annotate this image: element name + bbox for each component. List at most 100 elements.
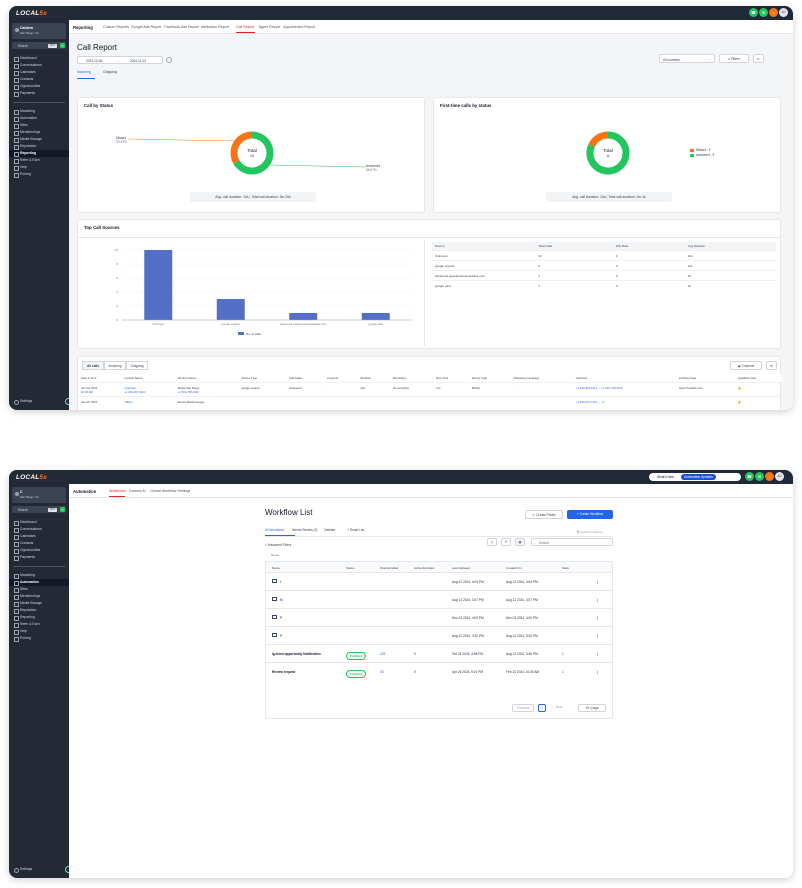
tab-all-calls[interactable]: All calls xyxy=(82,361,104,370)
workflow-name[interactable]: P xyxy=(280,616,283,620)
tab-global-workflow-settings[interactable]: Global Workflow Settings xyxy=(150,489,191,493)
sidebar-settings[interactable]: Settings xyxy=(13,399,33,405)
date-range-picker[interactable]: 2024-10-06 → 2024-11-03 xyxy=(77,56,163,64)
column-header[interactable]: Recording xyxy=(389,374,433,383)
history-button[interactable]: ◷ xyxy=(487,538,497,546)
more-options-icon[interactable]: ⋮ xyxy=(596,652,600,656)
donut-slice-answered[interactable] xyxy=(233,131,274,175)
phone-icon[interactable]: ☎ xyxy=(749,8,758,17)
column-header[interactable]: Call Flow xyxy=(572,374,676,383)
sidebar-settings[interactable]: Settings xyxy=(13,867,33,873)
qualified-lead-cell[interactable]: 👍 xyxy=(734,382,782,397)
filters-button[interactable]: ≡ Filters xyxy=(719,54,749,63)
column-header-name[interactable]: Name xyxy=(272,565,281,570)
table-row[interactable]: Ig-tered opportunity Notification Publish… xyxy=(266,644,612,662)
sidebar-item-reputation[interactable]: Reputation xyxy=(9,143,69,150)
workflow-name[interactable]: Ig-tered opportunity Notification xyxy=(272,652,321,656)
column-header[interactable]: Call Status xyxy=(286,374,325,383)
column-header[interactable]: Landing Page xyxy=(675,374,735,383)
column-header-status[interactable]: Status xyxy=(346,565,355,570)
column-header[interactable]: Source Type xyxy=(238,374,287,383)
bell-icon[interactable]: ♪ xyxy=(765,472,774,481)
column-header-total-enrolled[interactable]: Total Enrolled xyxy=(380,565,399,570)
workflow-name[interactable]: 1 xyxy=(280,580,282,584)
workflow-name[interactable]: P xyxy=(280,634,283,638)
sidebar-item-automation[interactable]: Automation xyxy=(9,578,69,586)
bar-unknown[interactable] xyxy=(144,250,173,320)
column-header[interactable]: First Time xyxy=(432,374,469,383)
sidebar-item-conversations[interactable]: Conversations xyxy=(9,526,69,533)
workflow-name[interactable]: Review request xyxy=(272,670,296,674)
bar-google-paid[interactable] xyxy=(361,313,390,320)
prev-page-button[interactable]: Previous xyxy=(512,704,534,712)
column-header[interactable]: Contact Name xyxy=(121,374,175,383)
bar-google-organic[interactable] xyxy=(216,299,245,320)
columns-button[interactable]: ▦ Columns xyxy=(730,361,762,370)
megaphone-icon[interactable]: ✉ xyxy=(759,8,768,17)
quick-add-button[interactable]: + xyxy=(60,42,65,48)
phone-icon[interactable]: ☎ xyxy=(745,472,754,481)
more-options-icon[interactable]: ⋮ xyxy=(596,616,600,620)
column-header[interactable]: Duration xyxy=(357,374,390,383)
sidebar-item-reporting[interactable]: Reporting xyxy=(9,614,69,621)
tab-incoming[interactable]: Incoming xyxy=(104,361,126,370)
grid-view-button[interactable]: ▦ xyxy=(515,538,525,546)
sidebar-item-calendars[interactable]: Calendars xyxy=(9,533,69,540)
sidebar-item-media-storage[interactable]: Media Storage xyxy=(9,600,69,607)
sidebar-item-marketing[interactable]: Marketing xyxy=(9,108,69,115)
sidebar-item-contacts[interactable]: Contacts xyxy=(9,540,69,547)
sidebar-item-porting[interactable]: Porting xyxy=(9,635,69,642)
table-row[interactable]: P Aug 12 2024, 3:32 PM Aug 12 2024, 3:32 P… xyxy=(266,626,612,644)
sidebar-item-marketing[interactable]: Marketing xyxy=(9,572,69,579)
total-enrolled[interactable]: 33 xyxy=(380,670,384,674)
sidebar-item-memberships[interactable]: Memberships xyxy=(9,593,69,600)
sidebar-item-help[interactable]: Help xyxy=(9,164,69,171)
column-header[interactable]: Number Name xyxy=(174,374,239,383)
column-header[interactable]: Keyword xyxy=(324,374,358,383)
sidebar-search[interactable]: Search ctrl K + xyxy=(12,506,66,513)
sidebar-item-payments[interactable]: Payments xyxy=(9,554,69,561)
stats[interactable]: 1 xyxy=(562,670,564,674)
sidebar-item-dashboard[interactable]: Dashboard xyxy=(9,519,69,526)
donut-slice-missed[interactable] xyxy=(230,131,253,164)
sidebar-item-dashboard[interactable]: Dashboard xyxy=(9,55,69,62)
tab-google-ads-report[interactable]: Google Ads Report xyxy=(131,25,162,29)
smart-list-button[interactable]: + Smart List xyxy=(347,528,365,532)
create-folder-button[interactable]: ▭ Create Folder xyxy=(525,510,563,519)
number-filter-select[interactable]: All numbers ⌄ xyxy=(659,54,715,63)
column-header-stats[interactable]: Stats xyxy=(562,565,569,570)
tab-all-workflows[interactable]: All Workflows xyxy=(265,528,285,532)
sidebar-item-porting[interactable]: Porting xyxy=(9,171,69,178)
sidebar-item-help[interactable]: Help xyxy=(9,628,69,635)
avatar[interactable]: AJ xyxy=(779,8,788,17)
sidebar-item-opportunities[interactable]: Opportunities xyxy=(9,83,69,90)
more-options-icon[interactable]: ⋮ xyxy=(596,598,600,602)
column-header-last-updated[interactable]: Last Updated xyxy=(452,565,470,570)
sidebar-item-reporting[interactable]: Reporting xyxy=(9,149,69,157)
quick-add-button[interactable]: + xyxy=(60,506,65,512)
bell-icon[interactable]: ♪ xyxy=(769,8,778,17)
table-row[interactable]: Review request Published 33 0 Apr 25 2024, 5… xyxy=(266,662,612,680)
table-row[interactable]: Jan 30, 2025 10:00 AM Unknown +1 619-367-41… xyxy=(78,382,782,397)
tab-needs-review-0[interactable]: Needs Review (0) xyxy=(292,528,318,532)
tab-agent-report[interactable]: Agent Report xyxy=(258,25,280,29)
stats[interactable]: 1 xyxy=(562,652,564,656)
more-options-icon[interactable]: ⋮ xyxy=(596,670,600,674)
donut-slice-answered[interactable] xyxy=(586,131,630,175)
tab-facebook-ads-report[interactable]: Facebook Ads Report xyxy=(164,25,199,29)
tab-deleted[interactable]: Deleted xyxy=(324,528,336,532)
bar-advanced-organicpartnerwebsite-com[interactable] xyxy=(289,313,318,320)
column-header[interactable]: Date & Time xyxy=(78,374,122,383)
tab-outgoing[interactable]: Outgoing xyxy=(103,70,117,74)
sidebar-item-refer-earn[interactable]: Refer & Earn xyxy=(9,157,69,164)
sidebar-item-automation[interactable]: Automation xyxy=(9,115,69,122)
workflow-search-input[interactable]: ⌕ Search xyxy=(531,538,613,546)
sidebar-item-reputation[interactable]: Reputation xyxy=(9,607,69,614)
total-enrolled[interactable]: 233 xyxy=(380,652,386,656)
whats-new-badge[interactable]: ⌕ What's New Automation Updates xyxy=(649,472,741,481)
tab-attribution-report[interactable]: Attribution Report xyxy=(201,25,229,29)
deleted-workflows-link[interactable]: 🗑 Deleted workflows xyxy=(576,530,603,534)
megaphone-icon[interactable]: ✉ xyxy=(755,472,764,481)
sidebar-item-memberships[interactable]: Memberships xyxy=(9,129,69,136)
refresh-button[interactable]: ↻ xyxy=(753,54,764,63)
